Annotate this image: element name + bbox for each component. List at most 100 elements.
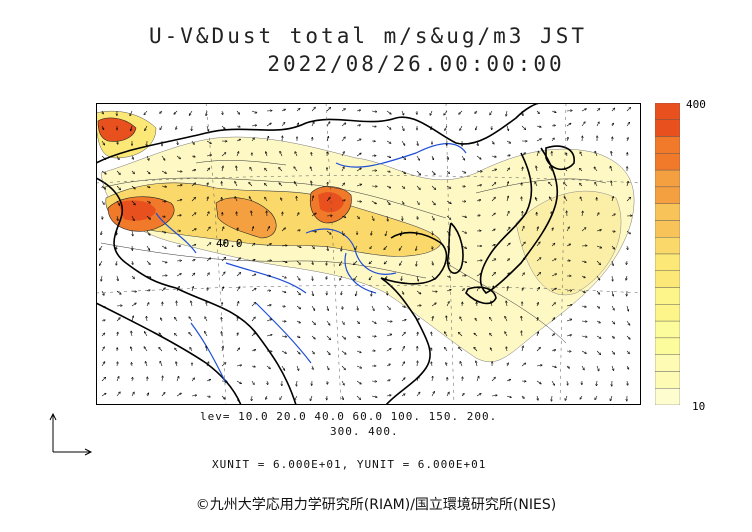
wind-vector — [447, 155, 448, 159]
wind-vector — [191, 213, 196, 217]
wind-vector — [176, 274, 181, 277]
wind-vector — [117, 215, 118, 220]
wind-vector — [626, 275, 627, 280]
wind-vector — [401, 185, 405, 188]
wind-vector — [265, 168, 268, 172]
wind-vector — [371, 126, 376, 127]
color-scale-box — [655, 237, 680, 255]
wind-vector — [581, 365, 584, 370]
wind-vector — [251, 317, 255, 322]
wind-vector — [176, 377, 179, 382]
wind-vector — [221, 257, 226, 262]
wind-vector — [580, 152, 583, 157]
wind-vector — [596, 305, 600, 308]
wind-vector — [474, 333, 478, 337]
wind-vector — [491, 395, 497, 396]
wind-vector — [327, 305, 328, 310]
wind-vector — [162, 376, 163, 382]
wind-vector — [161, 275, 167, 276]
wind-vector — [356, 184, 362, 187]
wind-vector — [161, 201, 166, 202]
wind-vector — [340, 275, 343, 280]
wind-vector — [146, 186, 150, 188]
wind-vector — [417, 332, 418, 337]
wind-vector — [341, 380, 344, 385]
wind-vector — [369, 275, 373, 280]
wind-vector — [537, 395, 538, 400]
wind-vector — [131, 200, 135, 205]
wind-vector — [251, 138, 254, 142]
wind-vector — [296, 260, 300, 264]
wind-vector — [371, 230, 372, 235]
wind-vector — [551, 259, 556, 262]
wind-vector — [521, 197, 522, 202]
wind-vector — [371, 186, 377, 187]
wind-vector — [461, 275, 466, 276]
wind-vector — [401, 394, 405, 397]
wind-vector — [296, 275, 300, 280]
wind-vector — [327, 380, 328, 384]
wind-vector — [386, 156, 391, 157]
wind-vector — [596, 109, 600, 112]
wind-vector — [596, 275, 600, 280]
wind-vector — [282, 212, 283, 217]
wind-vector — [536, 151, 539, 157]
wind-vector — [356, 350, 361, 353]
wind-vector — [491, 169, 496, 172]
wind-vector — [536, 273, 541, 277]
wind-vector — [341, 216, 346, 218]
wind-vector — [116, 318, 120, 322]
wind-vector — [356, 365, 361, 368]
wind-vector — [101, 230, 102, 235]
wind-vector — [386, 364, 390, 367]
wind-vector — [176, 393, 181, 397]
wind-vector — [116, 392, 120, 397]
wind-vector — [521, 316, 522, 322]
wind-vector — [266, 335, 272, 336]
wind-vector — [536, 198, 538, 202]
color-scale-box — [655, 287, 680, 305]
wind-vector — [356, 320, 359, 324]
wind-vector — [191, 378, 194, 382]
wind-vector — [117, 332, 118, 337]
wind-vector — [506, 380, 510, 382]
wind-vector — [326, 260, 327, 265]
wind-vector — [132, 230, 133, 236]
wind-vector — [207, 197, 208, 202]
wind-vector — [505, 317, 508, 322]
wind-vector — [401, 230, 403, 236]
dust-area-peak-1 — [118, 200, 156, 221]
wind-vector — [384, 260, 388, 264]
wind-vector — [506, 155, 510, 156]
wind-vector — [581, 109, 586, 112]
wind-vector — [266, 244, 271, 247]
wind-vector — [146, 276, 151, 277]
wind-vector — [371, 320, 376, 323]
wind-vector — [417, 275, 418, 281]
wind-vector — [551, 138, 554, 142]
wind-vector — [401, 140, 405, 145]
wind-vector — [101, 140, 105, 145]
wind-vector — [416, 392, 420, 397]
wind-vector — [371, 396, 377, 397]
wind-vector — [294, 167, 298, 172]
wind-vector — [311, 305, 315, 310]
color-scale-bar — [655, 103, 680, 405]
wind-vector — [446, 170, 450, 173]
wind-vector — [191, 198, 195, 202]
wind-vector — [594, 167, 598, 172]
wind-vector — [507, 182, 508, 187]
wind-vector — [311, 320, 315, 325]
wind-vector — [551, 334, 554, 337]
wind-vector — [147, 393, 149, 397]
wind-vector — [281, 260, 287, 262]
wind-vector — [417, 140, 418, 145]
wind-vector — [145, 332, 148, 337]
wind-vector — [312, 260, 313, 264]
wind-vector — [566, 351, 571, 352]
wind-vector — [160, 361, 163, 367]
wind-vector — [116, 260, 117, 265]
wind-vector — [266, 260, 271, 261]
wind-vector — [549, 197, 553, 202]
wind-vector — [100, 260, 103, 265]
